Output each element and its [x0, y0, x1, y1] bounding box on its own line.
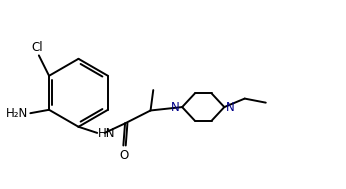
Text: N: N: [226, 101, 235, 114]
Text: H₂N: H₂N: [6, 107, 28, 120]
Text: Cl: Cl: [31, 41, 43, 54]
Text: O: O: [119, 149, 128, 162]
Text: N: N: [171, 101, 180, 114]
Text: HN: HN: [98, 127, 116, 140]
